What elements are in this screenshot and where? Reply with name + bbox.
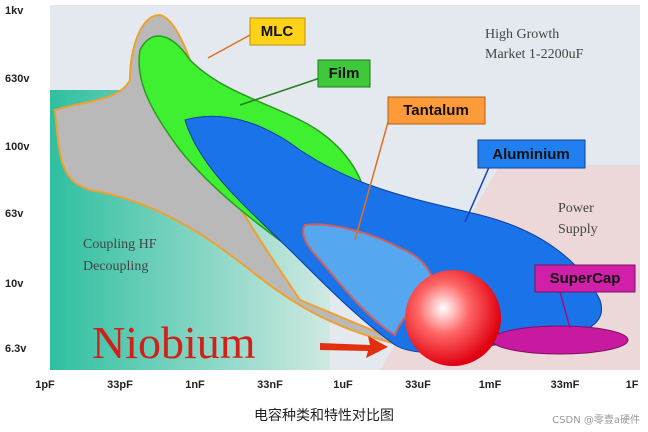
note: Market 1-2200uF xyxy=(485,47,584,62)
mlc-box xyxy=(249,17,306,46)
film-label: Film xyxy=(329,65,360,82)
callout-lines xyxy=(207,34,571,329)
x-axis-label: 33nF xyxy=(257,379,283,391)
supercap-label: SuperCap xyxy=(550,270,621,287)
x-axis-label: 1uF xyxy=(333,379,353,391)
x-axis-label: 1nF xyxy=(185,379,205,391)
y-axis-label: 63v xyxy=(5,208,24,220)
niobium-label: Niobium xyxy=(92,317,256,368)
y-axis-label: 1kv xyxy=(5,5,24,17)
x-axis-label: 1mF xyxy=(479,379,502,391)
y-axis-label: 6.3v xyxy=(5,343,27,355)
x-axis-label: 33mF xyxy=(551,379,580,391)
axes: 1kv 630v 100v 63v 10v 6.3v 1pF 33pF 1nF 33nF 1uF 33… xyxy=(5,5,639,391)
x-axis-label: 1F xyxy=(626,379,639,391)
niobium-arrow xyxy=(320,336,388,358)
caption: 电容种类和特性对比图 xyxy=(254,407,394,424)
y-axis-label: 10v xyxy=(5,278,24,290)
supercap-region xyxy=(491,325,629,355)
note: Decoupling xyxy=(83,259,148,274)
aluminium-label: Aluminium xyxy=(492,146,570,163)
film-box xyxy=(317,59,371,88)
note: Power xyxy=(558,201,594,216)
x-axis-label: 33uF xyxy=(405,379,431,391)
aluminium-box xyxy=(477,139,586,169)
y-axis-label: 630v xyxy=(5,73,30,85)
x-axis-label: 1pF xyxy=(35,379,55,391)
mlc-region xyxy=(53,13,421,351)
niobium-ball xyxy=(405,270,501,366)
note: Coupling HF xyxy=(83,237,157,252)
y-axis-label: 100v xyxy=(5,141,30,153)
tantalum-label: Tantalum xyxy=(403,102,469,119)
supercap-box xyxy=(534,264,636,293)
tantalum-box xyxy=(387,96,486,125)
note: Supply xyxy=(558,222,598,237)
watermark: CSDN @零壹a硬件 xyxy=(552,413,640,426)
mlc-label: MLC xyxy=(261,23,294,40)
x-axis-label: 33pF xyxy=(107,379,133,391)
note: High Growth xyxy=(485,27,559,42)
